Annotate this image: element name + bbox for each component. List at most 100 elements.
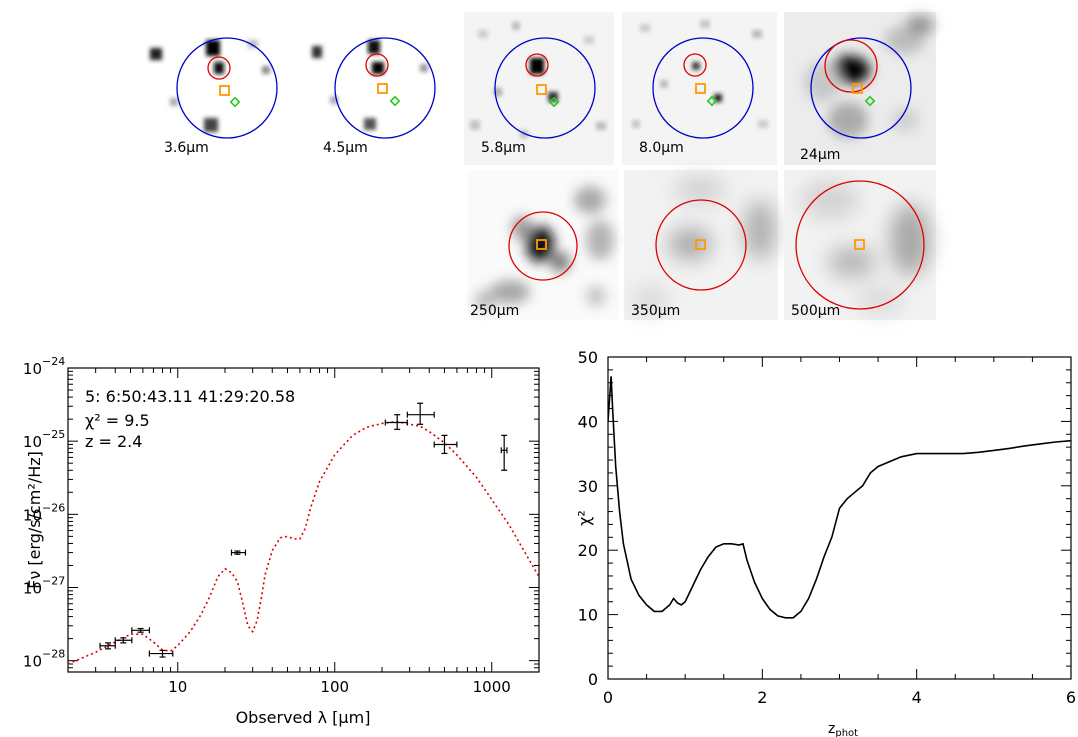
sed-annotation-chi2: χ² = 9.5 — [85, 411, 150, 430]
aperture-red-circle — [525, 53, 549, 77]
stamp-unit-label: μm — [818, 303, 841, 319]
chi2-y-axis: 0 10 20 30 40 50 — [578, 348, 1071, 689]
chi2-plot: 0 2 4 6 0 10 20 30 40 50 zphot χ² — [575, 348, 1076, 737]
sed-data-point — [131, 627, 151, 634]
chi2-plot-frame — [607, 356, 1072, 680]
sed-annotation-id: 5: 6:50:43.11 41:29:20.58 — [85, 387, 295, 406]
stamp-band-label: 3.6 — [164, 140, 186, 156]
sed-x-tick-label: 1000 — [473, 678, 511, 696]
stamp-4-5um: 4.5μm — [305, 12, 450, 165]
sed-plot-frame — [67, 367, 540, 673]
chi2-x-axis-subscript: phot — [835, 728, 858, 737]
chi2-y-tick-label: 40 — [578, 412, 598, 431]
aperture-blue-circle — [494, 37, 596, 139]
aperture-blue-circle — [176, 37, 278, 139]
orange-marker — [695, 83, 706, 94]
aperture-blue-circle — [652, 37, 754, 139]
chi2-y-axis-title: χ² — [575, 510, 594, 526]
stamp-8-0um-image — [632, 20, 768, 128]
sed-y-axis-title: Fν [erg/s/cm²/Hz] — [25, 451, 44, 589]
orange-marker — [695, 239, 706, 250]
chi2-curve — [608, 376, 1071, 619]
chi2-y-tick-label: 30 — [578, 477, 598, 496]
stamp-350um-image — [632, 176, 776, 314]
stamp-band-label: 8.0 — [639, 140, 661, 156]
green-marker — [389, 95, 401, 107]
stamp-band-label: 5.8 — [481, 140, 503, 156]
sed-data-point — [433, 434, 458, 455]
chi2-x-tick-label: 0 — [603, 688, 613, 707]
stamp-band-label: 350 — [631, 303, 658, 319]
svg-text:3.6μm: 3.6μm — [164, 140, 209, 156]
orange-marker — [377, 83, 388, 94]
chi2-y-tick-label: 20 — [578, 541, 598, 560]
stamp-5-8um: 5.8μm — [464, 12, 614, 165]
aperture-red-circle — [683, 53, 707, 77]
stamp-band-label: 24 — [800, 147, 818, 163]
aperture-red-circle — [508, 211, 578, 281]
stamp-3-6um: 3.6μm — [146, 12, 291, 165]
sed-y-tick-label-exponent: −25 — [42, 428, 65, 441]
aperture-red-circle — [207, 56, 231, 80]
orange-marker — [536, 239, 547, 250]
orange-marker — [852, 83, 863, 94]
svg-text:250μm: 250μm — [470, 303, 519, 319]
stamp-band-label: 500 — [791, 303, 818, 319]
chi2-x-axis-title: z — [828, 721, 835, 737]
stamp-8-0um: 8.0μm — [622, 12, 777, 165]
aperture-blue-circle — [810, 37, 912, 139]
stamp-unit-label: μm — [186, 140, 209, 156]
sed-data-point — [114, 637, 133, 644]
sed-data-point — [230, 549, 247, 556]
orange-marker — [536, 84, 547, 95]
stamp-4-5um-image — [312, 40, 428, 130]
sed-data-point — [406, 402, 435, 425]
sed-data-point — [99, 642, 116, 650]
sed-data-point — [384, 414, 408, 430]
stamp-350um: 350μm — [624, 170, 778, 320]
stamp-unit-label: μm — [503, 140, 526, 156]
chi2-x-axis: 0 2 4 6 — [603, 357, 1076, 707]
svg-text:8.0μm: 8.0μm — [639, 140, 684, 156]
stamp-24um: 24μm — [784, 12, 936, 165]
sed-y-tick-label-exponent: −28 — [42, 648, 65, 661]
sed-y-tick-label-base: 10 — [23, 433, 42, 451]
sed-x-tick-label: 10 — [168, 678, 187, 696]
svg-text:zphot: zphot — [828, 721, 858, 737]
stamp-unit-label: μm — [497, 303, 520, 319]
orange-marker — [219, 85, 230, 96]
svg-text:4.5μm: 4.5μm — [323, 140, 368, 156]
stamp-unit-label: μm — [345, 140, 368, 156]
aperture-red-circle — [795, 180, 925, 310]
green-marker — [548, 96, 560, 108]
sed-y-tick-label-base: 10 — [23, 360, 42, 378]
svg-text:5.8μm: 5.8μm — [481, 140, 526, 156]
green-marker — [864, 95, 876, 107]
stamp-unit-label: μm — [818, 147, 841, 163]
chi2-y-tick-label: 50 — [578, 348, 598, 367]
stamp-unit-label: μm — [661, 140, 684, 156]
green-marker — [706, 95, 718, 107]
stamp-250um-image — [475, 186, 614, 310]
aperture-blue-circle — [334, 37, 436, 139]
stamp-unit-label: μm — [658, 303, 681, 319]
sed-y-tick-label-base: 10 — [23, 506, 42, 524]
chi2-x-tick-label: 6 — [1066, 688, 1076, 707]
chi2-x-tick-label: 4 — [912, 688, 922, 707]
aperture-red-circle — [655, 199, 747, 291]
sed-x-axis-title: Observed λ [μm] — [236, 708, 371, 727]
green-marker — [229, 96, 241, 108]
svg-text:24μm: 24μm — [800, 147, 840, 163]
svg-text:500μm: 500μm — [791, 303, 840, 319]
chi2-x-tick-label: 2 — [757, 688, 767, 707]
sed-data-point — [500, 434, 508, 471]
chi2-y-tick-label: 10 — [578, 606, 598, 625]
sed-data-points — [99, 402, 508, 658]
svg-text:350μm: 350μm — [631, 303, 680, 319]
stamp-250um: 250μm — [468, 170, 618, 320]
chi2-y-tick-label: 0 — [588, 670, 598, 689]
aperture-red-circle — [824, 39, 878, 93]
